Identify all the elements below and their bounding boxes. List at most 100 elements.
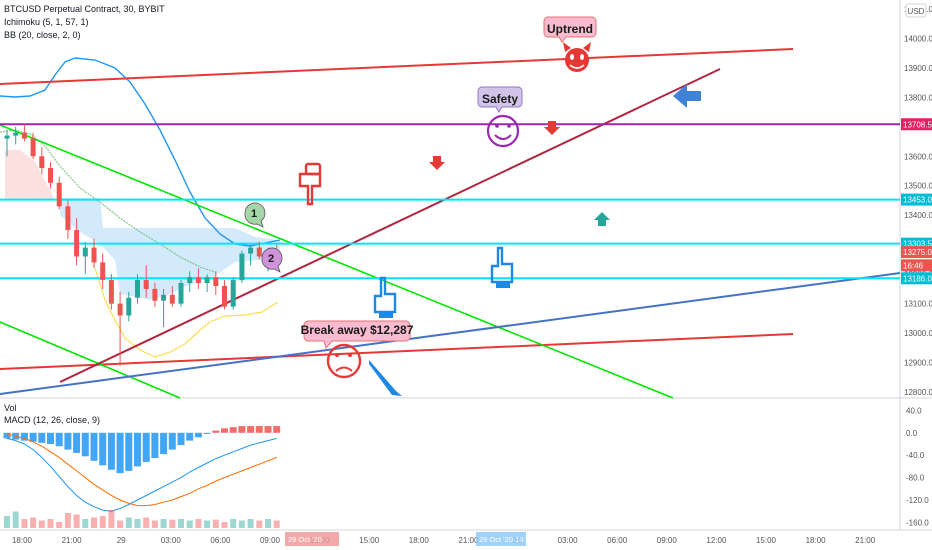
candle-body bbox=[135, 280, 140, 298]
macd-hist-bar bbox=[116, 432, 124, 474]
volume-bar bbox=[12, 511, 19, 528]
candle-body bbox=[169, 294, 175, 304]
volume-bar bbox=[108, 510, 115, 528]
price-tick-label: 13500.0 bbox=[904, 182, 932, 191]
candle-body bbox=[248, 247, 254, 254]
time-tick-label: 03:00 bbox=[558, 536, 579, 545]
price-badge-label: 13275.0 bbox=[903, 248, 932, 257]
price-tick-label: 13600.0 bbox=[904, 152, 932, 161]
candle-body bbox=[195, 277, 201, 284]
breakaway-callout[interactable]: Break away $12,287 bbox=[301, 320, 414, 350]
macd-hist-bar bbox=[238, 426, 246, 433]
candle-body bbox=[143, 280, 149, 289]
candle-body bbox=[13, 132, 19, 136]
time-tick-label: 06:00 bbox=[607, 536, 628, 545]
blue-trendline bbox=[0, 272, 901, 395]
candle-body bbox=[30, 138, 36, 157]
price-badge-label: 13303.5 bbox=[903, 240, 932, 249]
ichimoku-legend[interactable]: Ichimoku (5, 1, 57, 1) bbox=[4, 17, 89, 27]
time-highlight-badge bbox=[476, 532, 526, 546]
arrow-up-green-icon bbox=[594, 212, 610, 226]
volume-bar bbox=[99, 516, 106, 528]
time-axis[interactable]: 18:00 21:00 29 03:00 06:00 09:00 12:00 15:00 18:… bbox=[12, 532, 876, 546]
lower-red-trendline bbox=[0, 333, 794, 370]
candle-body bbox=[21, 132, 27, 139]
cloud-red bbox=[5, 150, 55, 200]
candle-body bbox=[117, 303, 123, 316]
candle-body bbox=[187, 277, 193, 284]
macd-hist-bar bbox=[29, 432, 37, 442]
volume-bar bbox=[21, 519, 28, 528]
volume-bar bbox=[125, 517, 132, 528]
candle-body bbox=[56, 182, 62, 207]
marker-2[interactable]: 2 bbox=[261, 247, 283, 273]
candle-body bbox=[100, 262, 106, 281]
macd-hist-bar bbox=[203, 432, 211, 434]
macd-hist-bar bbox=[3, 432, 11, 439]
macd-tick-label: 0.0 bbox=[906, 429, 918, 438]
candle-body bbox=[48, 168, 53, 183]
bb-upper-line bbox=[0, 57, 281, 247]
macd-axis[interactable]: 40.0 0.0 -40.0 -80.0 -120.0 -160.0 bbox=[906, 406, 929, 527]
macd-hist-bar bbox=[134, 432, 141, 467]
price-badge-bg bbox=[901, 246, 932, 259]
safety-label: Safety bbox=[482, 92, 518, 106]
candle-body bbox=[213, 277, 219, 286]
macd-hist-bar bbox=[142, 432, 150, 462]
hand-point-up-blue-icon bbox=[373, 276, 397, 318]
macd-tick-label: -40.0 bbox=[906, 451, 925, 460]
volume-bar bbox=[82, 519, 89, 528]
macd-tick-label: -120.0 bbox=[906, 496, 929, 505]
marker-1[interactable]: 1 bbox=[244, 202, 266, 228]
time-tick-label: 21:00 bbox=[458, 536, 479, 545]
chart-title[interactable]: BTCUSD Perpetual Contract, 30, BYBIT bbox=[4, 4, 165, 14]
volume-bars bbox=[4, 510, 280, 528]
upper-red-trendline bbox=[0, 48, 794, 85]
macd-hist-bar bbox=[168, 432, 176, 450]
macd-hist-bar bbox=[125, 432, 133, 471]
volume-bar bbox=[221, 522, 228, 528]
time-tick-label: 15:00 bbox=[756, 536, 777, 545]
time-tick-label: 18:00 bbox=[12, 536, 33, 545]
macd-hist-bar bbox=[20, 432, 28, 441]
time-tick-label: 15:00 bbox=[359, 536, 380, 545]
uptrend-callout[interactable]: Uptrend bbox=[543, 16, 597, 43]
volume-bar bbox=[91, 517, 97, 528]
macd-hist-bar bbox=[99, 432, 107, 466]
macd-legend[interactable]: MACD (12, 26, close, 9) bbox=[4, 415, 101, 425]
macd-pane[interactable] bbox=[3, 426, 281, 512]
breakaway-label: Break away $12,287 bbox=[301, 323, 414, 337]
macd-hist-bar bbox=[247, 426, 255, 433]
volume-bar bbox=[238, 520, 245, 528]
price-badge-bg bbox=[901, 272, 932, 285]
price-tick-label: 13000.0 bbox=[904, 329, 932, 338]
macd-hist-bar bbox=[160, 432, 168, 455]
currency-label: USD bbox=[908, 7, 925, 16]
macd-hist-bar bbox=[47, 432, 54, 444]
volume-bar bbox=[195, 519, 202, 528]
price-tick-label: 14000.0 bbox=[904, 34, 932, 43]
bb-lower-line bbox=[94, 267, 279, 358]
time-tick-label: 09:00 bbox=[260, 536, 281, 545]
vol-legend[interactable]: Vol bbox=[4, 403, 17, 413]
macd-hist-bar bbox=[194, 432, 202, 438]
macd-hist-bar bbox=[221, 428, 228, 433]
volume-bar bbox=[38, 520, 45, 528]
price-badge-label: 13186.0 bbox=[903, 274, 932, 283]
volume-bar bbox=[134, 519, 141, 528]
candle-body bbox=[222, 285, 227, 307]
signal-line bbox=[6, 433, 277, 507]
candle-body bbox=[152, 288, 158, 301]
macd-hist-bar bbox=[55, 432, 63, 447]
currency-badge[interactable] bbox=[905, 3, 927, 18]
macd-hist-bar bbox=[255, 426, 263, 433]
price-badge-bg bbox=[901, 118, 932, 131]
safety-callout[interactable]: Safety bbox=[477, 86, 523, 113]
marker-2-label: 2 bbox=[268, 253, 274, 265]
volume-bar bbox=[212, 519, 219, 528]
price-tick-label: 13400.0 bbox=[904, 211, 932, 220]
bb-legend[interactable]: BB (20, close, 2, 0) bbox=[4, 30, 81, 40]
price-tick-label: 13800.0 bbox=[904, 93, 932, 102]
